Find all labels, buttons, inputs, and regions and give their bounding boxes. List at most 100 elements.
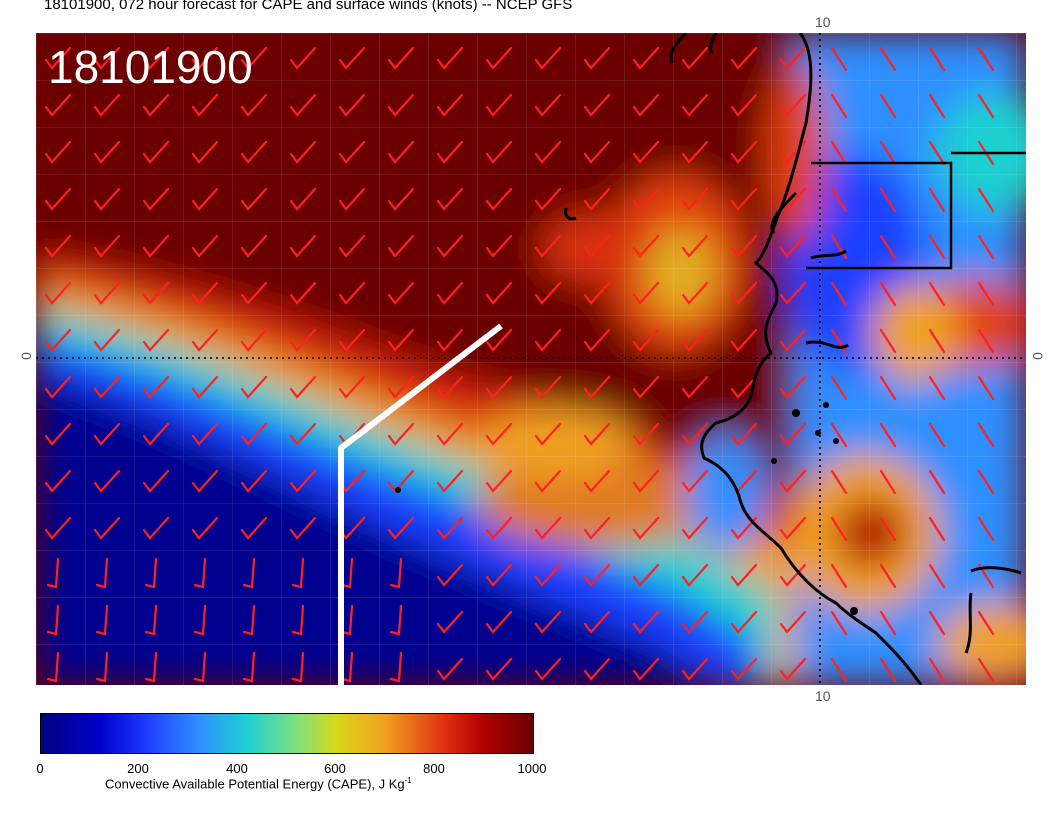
wind-barb-icon — [681, 422, 709, 446]
wind-barb-icon — [338, 328, 366, 352]
wind-barb-icon — [534, 328, 562, 352]
bottom-longitude-label: 10 — [815, 688, 831, 704]
wind-barb-icon — [291, 604, 305, 636]
wind-barb-icon — [485, 328, 513, 352]
wind-barb-icon — [485, 516, 513, 540]
wind-barb-icon — [485, 187, 513, 211]
wind-barb-icon — [879, 234, 897, 260]
wind-barb-icon — [289, 140, 317, 164]
wind-barb-icon — [681, 328, 709, 352]
wind-barb-icon — [240, 422, 268, 446]
wind-barb-icon — [95, 557, 109, 589]
wind-barb-icon — [485, 563, 513, 587]
wind-barb-icon — [583, 375, 611, 399]
wind-barb-icon — [830, 93, 848, 119]
colorbar-tick-400: 400 — [226, 761, 248, 776]
wind-barb-icon — [977, 657, 995, 683]
wind-barb-icon — [191, 93, 219, 117]
wind-barb-icon — [93, 93, 121, 117]
wind-barb-icon — [879, 657, 897, 683]
wind-barb-icon — [387, 187, 415, 211]
wind-barb-icon — [44, 234, 72, 258]
wind-barb-icon — [44, 375, 72, 399]
wind-barb-icon — [387, 234, 415, 258]
wind-barb-icon — [142, 422, 170, 446]
storm-track — [338, 323, 503, 685]
wind-barb-icon — [436, 422, 464, 446]
wind-barb-icon — [142, 187, 170, 211]
wind-barb-icon — [485, 234, 513, 258]
wind-barb-icon — [779, 516, 807, 540]
wind-barb-icon — [93, 281, 121, 305]
wind-barb-icon — [879, 140, 897, 166]
wind-barb-icon — [977, 46, 995, 72]
wind-barb-icon — [240, 46, 268, 70]
wind-barb-icon — [681, 469, 709, 493]
wind-barb-icon — [583, 140, 611, 164]
wind-barb-icon — [977, 375, 995, 401]
top-longitude-label: 10 — [815, 14, 831, 30]
wind-barb-icon — [583, 234, 611, 258]
wind-barb-icon — [44, 469, 72, 493]
wind-barb-icon — [730, 234, 758, 258]
wind-barb-icon — [830, 516, 848, 542]
wind-barb-icon — [730, 93, 758, 117]
wind-barb-icon — [730, 281, 758, 305]
wind-barb-icon — [144, 604, 158, 636]
wind-barb-icon — [583, 422, 611, 446]
wind-barb-icon — [730, 657, 758, 681]
wind-barb-icon — [93, 328, 121, 352]
wind-barb-icon — [93, 234, 121, 258]
wind-barb-icon — [830, 46, 848, 72]
wind-barb-icon — [879, 187, 897, 213]
wind-barb-icon — [95, 651, 109, 683]
wind-barb-icon — [44, 281, 72, 305]
wind-barb-icon — [583, 281, 611, 305]
wind-barb-icon — [289, 93, 317, 117]
wind-barb-icon — [977, 93, 995, 119]
wind-barb-icon — [779, 422, 807, 446]
wind-barb-icon — [583, 516, 611, 540]
wind-barb-icon — [779, 234, 807, 258]
wind-barb-icon — [681, 563, 709, 587]
wind-barb-icon — [681, 516, 709, 540]
wind-barb-icon — [632, 469, 660, 493]
wind-barb-icon — [142, 281, 170, 305]
wind-barb-icon — [779, 93, 807, 117]
wind-barb-icon — [681, 234, 709, 258]
wind-barb-icon — [681, 375, 709, 399]
wind-barb-icon — [928, 281, 946, 307]
wind-barb-icon — [583, 46, 611, 70]
wind-barb-icon — [534, 187, 562, 211]
wind-barb-icon — [928, 469, 946, 495]
wind-barb-icon — [534, 610, 562, 634]
wind-barb-icon — [240, 328, 268, 352]
wind-barb-icon — [879, 375, 897, 401]
colorbar-tick-1000: 1000 — [517, 761, 547, 776]
wind-barb-icon — [534, 281, 562, 305]
wind-barb-icon — [730, 563, 758, 587]
cape-colorbar — [40, 713, 534, 754]
wind-barb-icon — [436, 187, 464, 211]
wind-barb-icon — [389, 651, 403, 683]
colorbar-label-text: Convective Available Potential Energy (C… — [105, 776, 405, 792]
wind-barb-icon — [879, 93, 897, 119]
wind-barb-icon — [730, 46, 758, 70]
wind-barb-icon — [534, 516, 562, 540]
wind-barb-icon — [485, 93, 513, 117]
wind-barb-icon — [387, 328, 415, 352]
wind-barb-icon — [436, 140, 464, 164]
wind-barb-icon — [389, 604, 403, 636]
wind-barb-icon — [830, 657, 848, 683]
wind-barb-icon — [191, 234, 219, 258]
wind-barb-icon — [191, 516, 219, 540]
wind-barb-icon — [389, 557, 403, 589]
wind-barb-icon — [338, 187, 366, 211]
wind-barb-icon — [830, 610, 848, 636]
wind-barb-icon — [46, 557, 60, 589]
wind-barb-icon — [291, 651, 305, 683]
wind-barb-icon — [583, 187, 611, 211]
wind-barb-icon — [583, 93, 611, 117]
wind-barb-icon — [977, 469, 995, 495]
wind-barb-icon — [93, 187, 121, 211]
